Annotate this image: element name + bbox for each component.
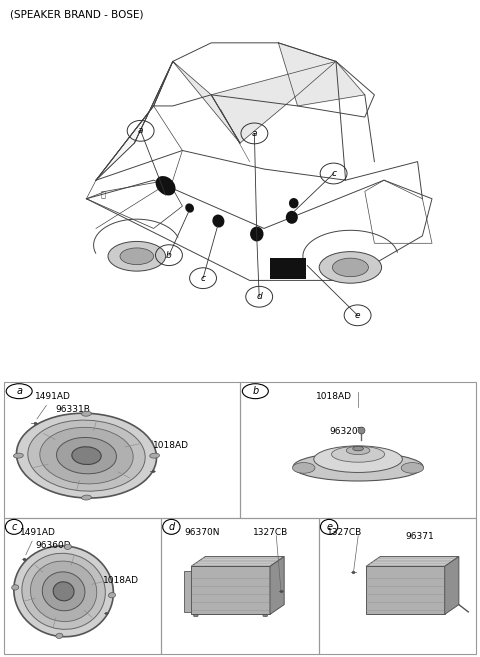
Text: e: e (355, 311, 360, 320)
Polygon shape (191, 556, 284, 566)
Text: a: a (252, 129, 257, 138)
Ellipse shape (57, 438, 117, 474)
Polygon shape (191, 566, 270, 614)
Text: 96360D: 96360D (36, 541, 71, 550)
Ellipse shape (346, 446, 370, 455)
Ellipse shape (212, 215, 225, 227)
Ellipse shape (82, 495, 91, 500)
Polygon shape (278, 43, 365, 106)
Text: ⓗ: ⓗ (101, 191, 106, 200)
Ellipse shape (332, 446, 384, 463)
Ellipse shape (289, 198, 299, 208)
Ellipse shape (22, 553, 105, 629)
Ellipse shape (14, 546, 113, 637)
Text: 1491AD: 1491AD (35, 392, 71, 401)
Ellipse shape (353, 446, 363, 451)
Ellipse shape (12, 585, 19, 590)
Text: 1491AD: 1491AD (20, 528, 56, 537)
Ellipse shape (56, 633, 63, 639)
Ellipse shape (314, 446, 402, 472)
Ellipse shape (42, 572, 85, 611)
Ellipse shape (28, 420, 145, 491)
Ellipse shape (72, 447, 101, 464)
Polygon shape (211, 61, 336, 143)
Ellipse shape (13, 453, 23, 458)
Ellipse shape (40, 427, 133, 484)
Ellipse shape (108, 593, 116, 598)
Text: 1327CB: 1327CB (252, 528, 288, 537)
Ellipse shape (293, 453, 423, 481)
Ellipse shape (185, 204, 194, 213)
Ellipse shape (156, 176, 176, 196)
Polygon shape (444, 556, 459, 614)
Polygon shape (173, 61, 240, 143)
Polygon shape (270, 556, 284, 614)
Ellipse shape (250, 227, 264, 241)
Text: a: a (16, 386, 22, 396)
Ellipse shape (120, 248, 154, 265)
Ellipse shape (82, 411, 91, 416)
Text: b: b (252, 386, 258, 396)
Text: 1018AD: 1018AD (315, 392, 351, 401)
Ellipse shape (319, 252, 382, 283)
Bar (270, 258, 306, 279)
Ellipse shape (108, 241, 166, 271)
Text: (SPEAKER BRAND - BOSE): (SPEAKER BRAND - BOSE) (10, 10, 143, 20)
Text: 1018AD: 1018AD (103, 576, 139, 585)
Ellipse shape (150, 453, 159, 458)
Text: 96331B: 96331B (56, 405, 91, 415)
Text: 96371: 96371 (406, 532, 434, 541)
Text: e: e (326, 522, 332, 532)
Polygon shape (366, 556, 459, 566)
Text: c: c (201, 274, 205, 283)
Polygon shape (184, 571, 191, 612)
Ellipse shape (16, 413, 156, 498)
Polygon shape (96, 61, 173, 180)
Text: c: c (331, 169, 336, 178)
Ellipse shape (286, 211, 298, 224)
Text: b: b (166, 251, 172, 260)
Ellipse shape (64, 544, 72, 549)
Ellipse shape (332, 258, 369, 277)
Ellipse shape (263, 615, 268, 617)
Text: d: d (168, 522, 175, 532)
Ellipse shape (401, 463, 424, 473)
Text: c: c (12, 522, 17, 532)
Ellipse shape (30, 561, 97, 622)
Text: 96320T: 96320T (330, 427, 364, 436)
Ellipse shape (53, 582, 74, 600)
Text: 1327CB: 1327CB (327, 528, 362, 537)
Polygon shape (366, 566, 444, 614)
Text: 1018AD: 1018AD (153, 441, 189, 449)
Ellipse shape (193, 615, 198, 617)
Text: a: a (138, 126, 144, 135)
Text: 96370N: 96370N (185, 528, 220, 537)
Ellipse shape (292, 463, 315, 473)
Text: d: d (256, 292, 262, 302)
